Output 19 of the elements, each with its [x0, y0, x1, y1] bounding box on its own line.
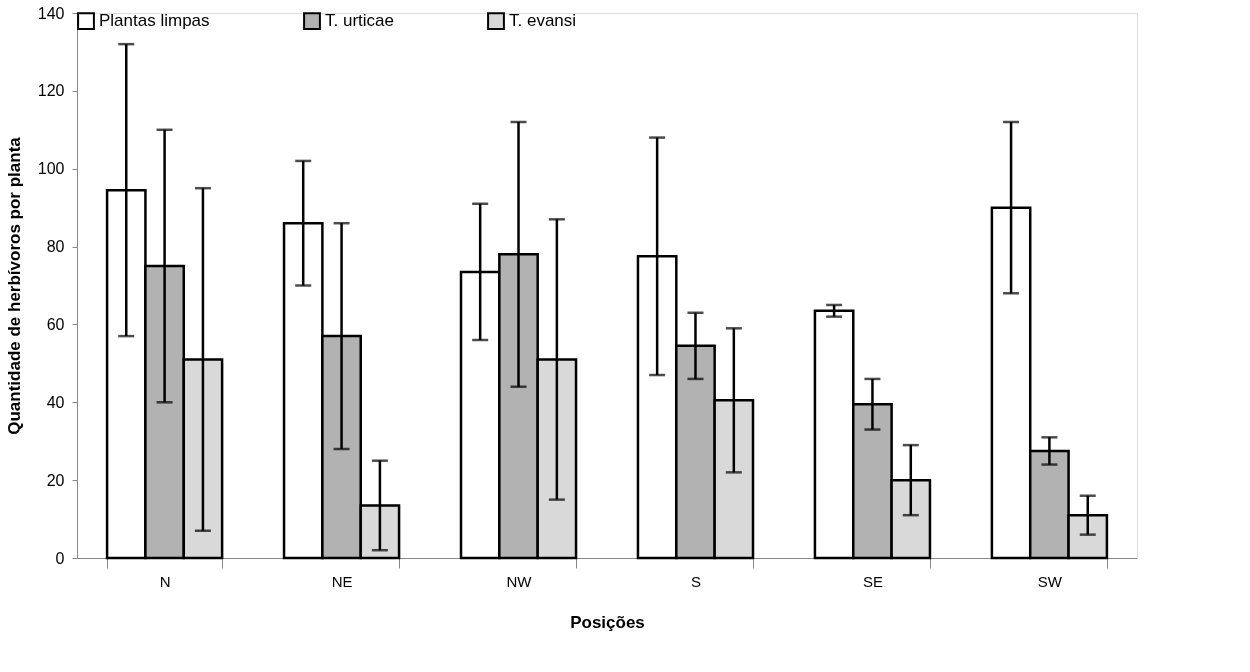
- x-tick-label: SW: [1037, 572, 1063, 590]
- x-axis-title: Posições: [570, 612, 645, 632]
- y-axis-title: Quantidade de herbívoros por planta: [4, 136, 24, 435]
- x-tick-label: SE: [862, 572, 883, 590]
- y-tick-label: 120: [37, 82, 65, 100]
- y-tick-label: 80: [46, 238, 65, 256]
- y-tick-label: 40: [46, 393, 65, 411]
- x-tick-label: NW: [506, 572, 533, 590]
- y-tick-label: 0: [55, 549, 65, 567]
- legend-label: T. evansi: [509, 11, 577, 31]
- x-tick-label: NE: [331, 572, 353, 590]
- legend-label: Plantas limpas: [99, 11, 210, 31]
- y-tick-label: 140: [37, 4, 65, 22]
- legend-label: T. urticae: [325, 11, 394, 31]
- x-tick-label: N: [159, 572, 171, 590]
- y-tick-label: 60: [46, 315, 65, 333]
- y-tick-label: 20: [46, 471, 65, 489]
- y-tick-label: 100: [37, 160, 65, 178]
- x-tick-label: S: [690, 572, 701, 590]
